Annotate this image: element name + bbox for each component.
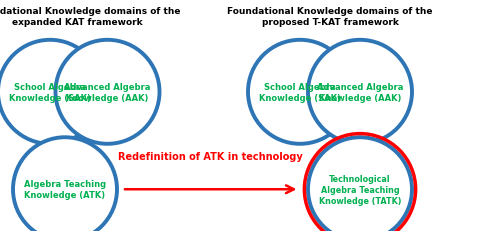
Ellipse shape	[308, 138, 412, 231]
Text: Algebra Teaching
Knowledge (ATK): Algebra Teaching Knowledge (ATK)	[24, 179, 106, 199]
Text: School Algebra
Knowledge (SAK): School Algebra Knowledge (SAK)	[9, 82, 91, 102]
Ellipse shape	[0, 41, 102, 144]
Text: Foundational Knowledge domains of the
proposed T-KAT framework: Foundational Knowledge domains of the pr…	[227, 7, 433, 27]
Ellipse shape	[13, 138, 117, 231]
Text: Foundational Knowledge domains of the
expanded KAT framework: Foundational Knowledge domains of the ex…	[0, 7, 180, 27]
Text: Advanced Algebra
Knowledge (AAK): Advanced Algebra Knowledge (AAK)	[64, 82, 150, 102]
Text: Redefinition of ATK in technology: Redefinition of ATK in technology	[118, 151, 303, 161]
Text: Technological
Algebra Teaching
Knowledge (TATK): Technological Algebra Teaching Knowledge…	[319, 174, 401, 205]
Ellipse shape	[248, 41, 352, 144]
Text: Advanced Algebra
Knowledge (AAK): Advanced Algebra Knowledge (AAK)	[317, 82, 403, 102]
Ellipse shape	[308, 41, 412, 144]
Ellipse shape	[56, 41, 160, 144]
Text: School Algebra
Knowledge (SAK): School Algebra Knowledge (SAK)	[259, 82, 341, 102]
